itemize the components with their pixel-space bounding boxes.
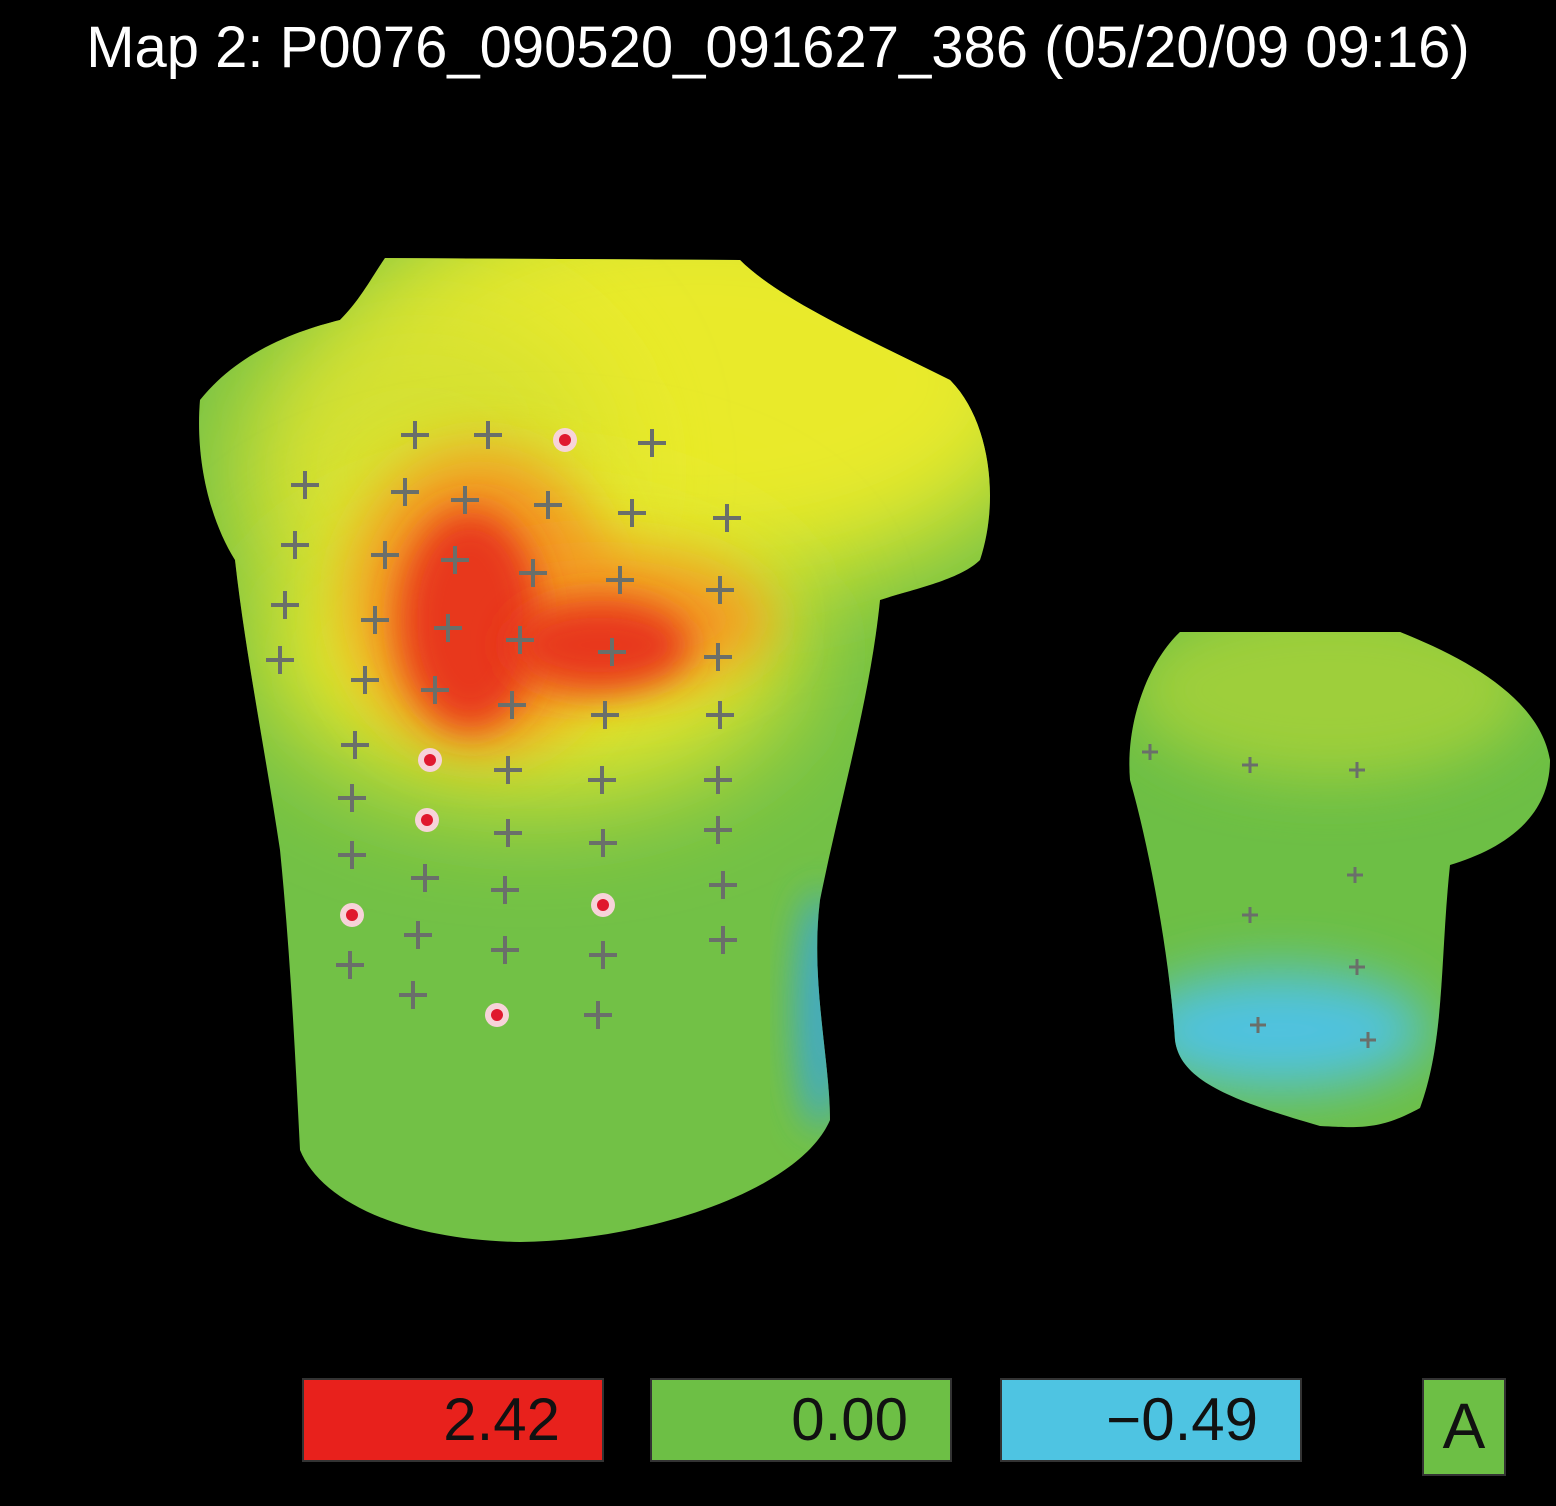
electrode-marker: [341, 731, 369, 759]
electrode-marker: [606, 566, 634, 594]
electrode-marker: [401, 421, 429, 449]
highlighted-electrode-dot: [346, 909, 358, 921]
electrode-marker: [271, 591, 299, 619]
highlighted-electrode-dot: [597, 899, 609, 911]
electrode-marker: [291, 471, 319, 499]
electrode-marker: [1242, 907, 1258, 923]
electrode-marker: [1349, 959, 1365, 975]
electrode-marker: [591, 701, 619, 729]
electrode-marker: [498, 691, 526, 719]
electrode-marker: [491, 936, 519, 964]
electrode-marker: [434, 614, 462, 642]
electrode-marker: [441, 546, 469, 574]
electrode-marker: [704, 816, 732, 844]
electrode-marker: [491, 876, 519, 904]
electrode-marker: [1242, 757, 1258, 773]
electrode-marker: [421, 676, 449, 704]
electrode-marker: [338, 841, 366, 869]
highlighted-electrode-dot: [559, 434, 571, 446]
electrode-marker: [1360, 1032, 1376, 1048]
electrode-marker: [519, 559, 547, 587]
electrode-marker: [706, 701, 734, 729]
electrode-marker: [474, 421, 502, 449]
electrode-marker: [494, 756, 522, 784]
electrode-marker: [399, 981, 427, 1009]
electrode-marker: [589, 941, 617, 969]
electrode-marker: [1349, 762, 1365, 778]
electrode-marker: [704, 766, 732, 794]
map-title: Map 2: P0076_090520_091627_386 (05/20/09…: [86, 15, 1470, 80]
electrode-marker: [266, 646, 294, 674]
anterior-torso-map: [199, 258, 990, 1242]
electrode-marker: [404, 921, 432, 949]
electrode-marker: [391, 478, 419, 506]
electrode-marker: [351, 666, 379, 694]
electrode-marker: [584, 1001, 612, 1029]
electrode-marker: [589, 829, 617, 857]
electrode-marker: [618, 499, 646, 527]
highlighted-electrode-dot: [421, 814, 433, 826]
electrode-marker: [534, 491, 562, 519]
electrode-marker: [451, 486, 479, 514]
electrode-marker: [336, 951, 364, 979]
electrode-marker: [713, 504, 741, 532]
electrode-marker: [1347, 867, 1363, 883]
electrode-marker: [638, 429, 666, 457]
posterior-torso-map: [1129, 632, 1550, 1128]
electrode-marker: [704, 643, 732, 671]
electrode-marker: [371, 541, 399, 569]
electrode-marker: [1142, 744, 1158, 760]
electrode-marker: [494, 819, 522, 847]
highlighted-electrode-dot: [424, 754, 436, 766]
electrode-marker: [338, 784, 366, 812]
scale-min-value: −0.49: [1000, 1378, 1302, 1462]
electrode-marker: [281, 531, 309, 559]
electrode-marker: [706, 576, 734, 604]
electrode-marker: [361, 606, 389, 634]
highlighted-electrode-dot: [491, 1009, 503, 1021]
electrode-marker: [709, 926, 737, 954]
electrode-marker: [588, 766, 616, 794]
electrode-marker: [709, 871, 737, 899]
scale-max-value: 2.42: [302, 1378, 604, 1462]
electrode-marker: [506, 626, 534, 654]
electrode-marker: [411, 864, 439, 892]
scale-zero-value: 0.00: [650, 1378, 952, 1462]
view-toggle-button[interactable]: A: [1422, 1378, 1506, 1476]
electrode-marker: [598, 638, 626, 666]
electrode-marker: [1250, 1017, 1266, 1033]
